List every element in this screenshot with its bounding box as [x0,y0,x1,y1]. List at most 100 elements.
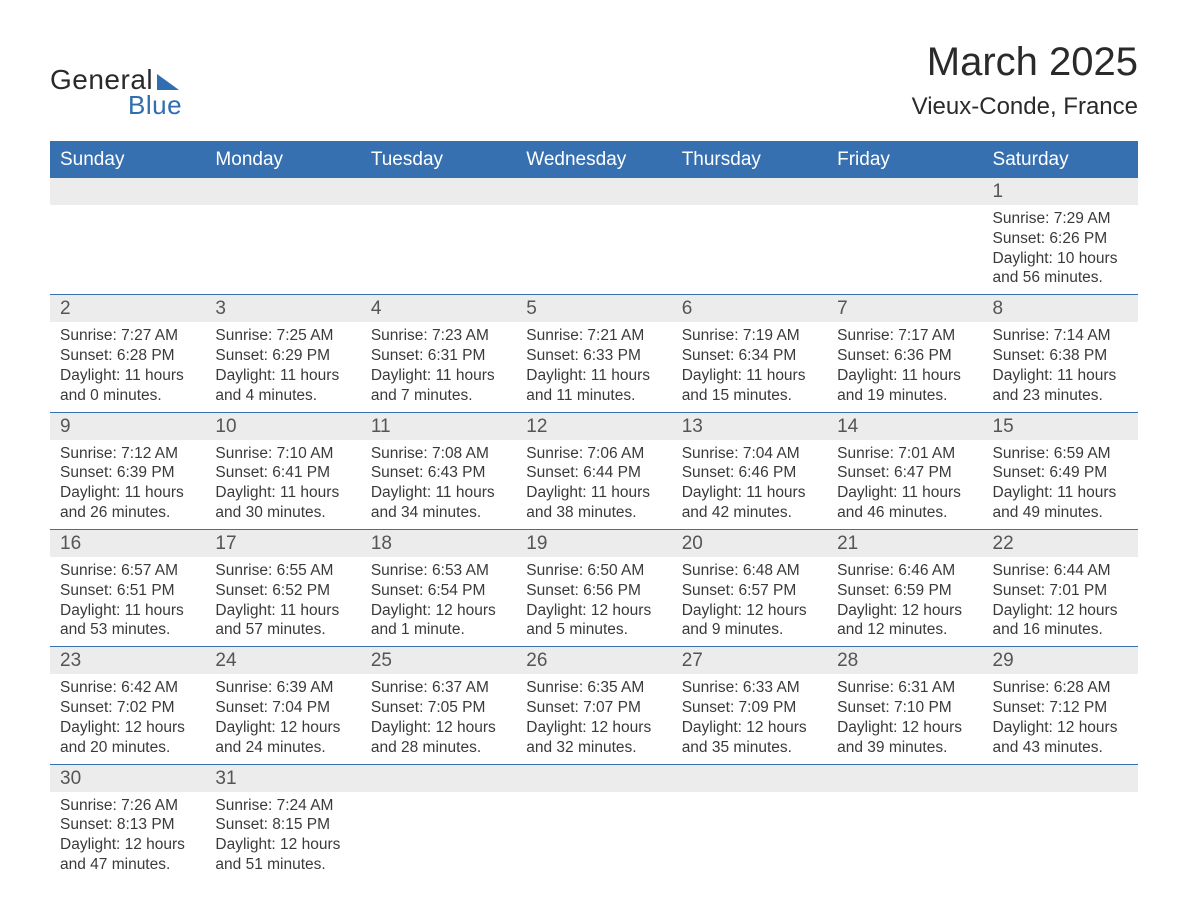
day-number: 25 [361,647,516,674]
day-number: 23 [50,647,205,674]
day-body: Sunrise: 7:06 AMSunset: 6:44 PMDaylight:… [516,440,671,529]
day-daylight-line: Daylight: 12 hours and 32 minutes. [526,718,661,758]
day-number-bar: 28 [827,646,982,674]
day-sunrise-line: Sunrise: 6:55 AM [215,561,350,581]
day-number-bar: 31 [205,764,360,792]
calendar-day-cell: 2Sunrise: 7:27 AMSunset: 6:28 PMDaylight… [50,294,205,411]
day-number: 6 [672,295,827,322]
day-number-bar: 22 [983,529,1138,557]
calendar-day-cell: . [205,177,360,294]
day-number-bar: 20 [672,529,827,557]
day-body: Sunrise: 7:27 AMSunset: 6:28 PMDaylight:… [50,322,205,411]
day-sunrise-line: Sunrise: 7:23 AM [371,326,506,346]
day-header: Thursday [672,142,827,177]
calendar-day-cell: . [827,764,982,881]
day-sunset-line: Sunset: 8:13 PM [60,815,195,835]
day-number-bar: 7 [827,294,982,322]
calendar-header-row: SundayMondayTuesdayWednesdayThursdayFrid… [50,142,1138,177]
day-number-bar: 23 [50,646,205,674]
day-sunrise-line: Sunrise: 7:21 AM [526,326,661,346]
day-sunrise-line: Sunrise: 6:39 AM [215,678,350,698]
day-daylight-line: Daylight: 11 hours and 4 minutes. [215,366,350,406]
day-daylight-line: Daylight: 12 hours and 16 minutes. [993,601,1128,641]
day-number: 22 [983,530,1138,557]
day-body: Sunrise: 7:21 AMSunset: 6:33 PMDaylight:… [516,322,671,411]
calendar-day-cell: . [361,177,516,294]
calendar-week-row: 30Sunrise: 7:26 AMSunset: 8:13 PMDayligh… [50,764,1138,881]
day-daylight-line: Daylight: 12 hours and 28 minutes. [371,718,506,758]
day-number: 19 [516,530,671,557]
day-sunrise-line: Sunrise: 7:26 AM [60,796,195,816]
day-number: 14 [827,413,982,440]
day-number-bar: 26 [516,646,671,674]
day-sunrise-line: Sunrise: 6:31 AM [837,678,972,698]
day-sunrise-line: Sunrise: 6:42 AM [60,678,195,698]
day-number-bar: 25 [361,646,516,674]
day-daylight-line: Daylight: 11 hours and 19 minutes. [837,366,972,406]
calendar-day-cell: . [361,764,516,881]
calendar-day-cell: 13Sunrise: 7:04 AMSunset: 6:46 PMDayligh… [672,412,827,529]
day-daylight-line: Daylight: 12 hours and 51 minutes. [215,835,350,875]
day-sunset-line: Sunset: 6:41 PM [215,463,350,483]
calendar-day-cell: 1Sunrise: 7:29 AMSunset: 6:26 PMDaylight… [983,177,1138,294]
calendar-week-row: ......1Sunrise: 7:29 AMSunset: 6:26 PMDa… [50,177,1138,294]
calendar-day-cell: 25Sunrise: 6:37 AMSunset: 7:05 PMDayligh… [361,646,516,763]
day-sunset-line: Sunset: 6:46 PM [682,463,817,483]
calendar-table: SundayMondayTuesdayWednesdayThursdayFrid… [50,141,1138,881]
day-number-bar: 29 [983,646,1138,674]
day-number: 20 [672,530,827,557]
day-number-bar: 19 [516,529,671,557]
calendar-day-cell: 19Sunrise: 6:50 AMSunset: 6:56 PMDayligh… [516,529,671,646]
day-sunset-line: Sunset: 6:47 PM [837,463,972,483]
day-sunrise-line: Sunrise: 7:29 AM [993,209,1128,229]
day-number-bar: . [672,764,827,792]
day-sunrise-line: Sunrise: 7:24 AM [215,796,350,816]
day-daylight-line: Daylight: 12 hours and 39 minutes. [837,718,972,758]
day-daylight-line: Daylight: 12 hours and 12 minutes. [837,601,972,641]
calendar-day-cell: . [672,177,827,294]
day-number-bar: . [361,177,516,205]
day-sunrise-line: Sunrise: 7:17 AM [837,326,972,346]
day-body: Sunrise: 6:59 AMSunset: 6:49 PMDaylight:… [983,440,1138,529]
day-body: Sunrise: 7:25 AMSunset: 6:29 PMDaylight:… [205,322,360,411]
calendar-day-cell: 29Sunrise: 6:28 AMSunset: 7:12 PMDayligh… [983,646,1138,763]
calendar-day-cell: 24Sunrise: 6:39 AMSunset: 7:04 PMDayligh… [205,646,360,763]
month-title: March 2025 [912,40,1138,85]
calendar-day-cell: 5Sunrise: 7:21 AMSunset: 6:33 PMDaylight… [516,294,671,411]
day-number-bar: 6 [672,294,827,322]
day-daylight-line: Daylight: 10 hours and 56 minutes. [993,249,1128,289]
day-number-bar: 4 [361,294,516,322]
day-daylight-line: Daylight: 11 hours and 26 minutes. [60,483,195,523]
day-sunset-line: Sunset: 6:39 PM [60,463,195,483]
day-header: Sunday [50,142,205,177]
calendar-day-cell: 4Sunrise: 7:23 AMSunset: 6:31 PMDaylight… [361,294,516,411]
day-number: 7 [827,295,982,322]
calendar-day-cell: 9Sunrise: 7:12 AMSunset: 6:39 PMDaylight… [50,412,205,529]
calendar-day-cell: 28Sunrise: 6:31 AMSunset: 7:10 PMDayligh… [827,646,982,763]
day-sunrise-line: Sunrise: 6:46 AM [837,561,972,581]
day-body: Sunrise: 6:48 AMSunset: 6:57 PMDaylight:… [672,557,827,646]
day-number-bar: . [516,177,671,205]
day-sunrise-line: Sunrise: 6:53 AM [371,561,506,581]
day-number-bar: . [361,764,516,792]
day-number: 13 [672,413,827,440]
day-sunset-line: Sunset: 7:05 PM [371,698,506,718]
day-sunset-line: Sunset: 7:02 PM [60,698,195,718]
day-sunrise-line: Sunrise: 6:50 AM [526,561,661,581]
calendar-day-cell: 20Sunrise: 6:48 AMSunset: 6:57 PMDayligh… [672,529,827,646]
day-number: 10 [205,413,360,440]
day-number: 29 [983,647,1138,674]
calendar-day-cell: 15Sunrise: 6:59 AMSunset: 6:49 PMDayligh… [983,412,1138,529]
calendar-week-row: 23 Sunrise: 6:42 AMSunset: 7:02 PM Dayligh… [50,646,1138,763]
day-sunset-line: Sunset: 6:28 PM [60,346,195,366]
day-sunset-line: Sunset: 6:56 PM [526,581,661,601]
day-sunset-line: Sunset: 6:51 PM [60,581,195,601]
day-number-bar: 17 [205,529,360,557]
calendar-day-cell: 7Sunrise: 7:17 AMSunset: 6:36 PMDaylight… [827,294,982,411]
day-number: 21 [827,530,982,557]
day-sunset-line: Sunset: 7:12 PM [993,698,1128,718]
day-body: Sunrise: 7:17 AMSunset: 6:36 PMDaylight:… [827,322,982,411]
day-number: 28 [827,647,982,674]
day-body: Sunrise: 6:39 AMSunset: 7:04 PMDaylight:… [205,674,360,763]
day-sunset-line: Sunset: 6:49 PM [993,463,1128,483]
